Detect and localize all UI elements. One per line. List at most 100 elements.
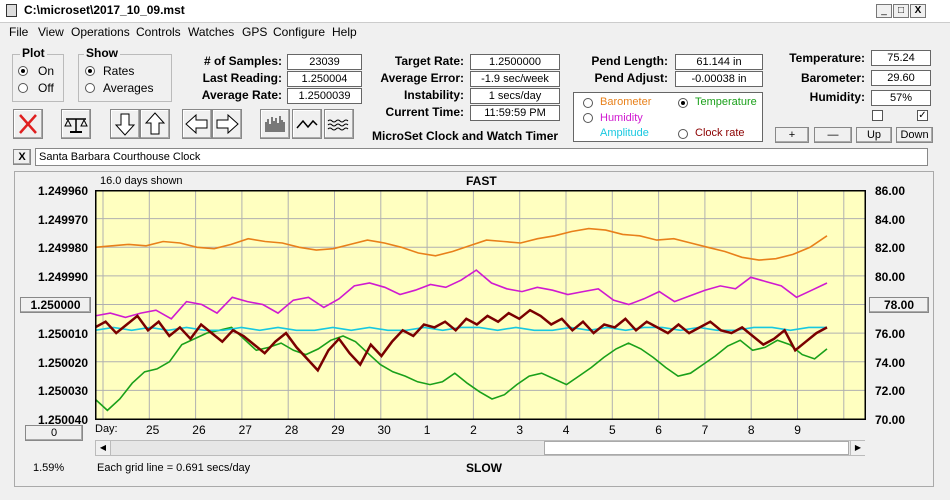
menu-help[interactable]: Help (332, 25, 357, 39)
plot-off-radio[interactable] (18, 83, 28, 93)
y-right-tick: 76.00 (875, 327, 906, 342)
x-tick: 4 (562, 423, 570, 437)
x-tick: 8 (747, 423, 755, 437)
window-title: C:\microset\2017_10_09.mst (24, 3, 185, 17)
day-label: Day: (95, 423, 118, 435)
menu-view[interactable]: View (38, 25, 64, 39)
noise-button[interactable] (324, 109, 354, 139)
bars-button[interactable] (260, 109, 290, 139)
plot-border (95, 190, 866, 420)
scroll-left-icon[interactable]: ◀ (96, 441, 111, 455)
y-left-tick: 1.249980 (37, 241, 88, 256)
fast-label: FAST (466, 174, 497, 188)
arrow-left-icon (185, 113, 208, 135)
legend-clock-rate-label: Clock rate (695, 127, 745, 139)
menu-gps[interactable]: GPS (242, 25, 268, 39)
legend-clock-rate-radio[interactable] (678, 129, 688, 139)
arrow-right-button[interactable] (212, 109, 242, 139)
menu-operations[interactable]: Operations (71, 25, 130, 39)
series-clock-rate (95, 308, 828, 373)
arrow-down-button[interactable] (110, 109, 140, 139)
menu-watches[interactable]: Watches (188, 25, 235, 39)
slow-label: SLOW (466, 461, 502, 475)
scroll-right-icon[interactable]: ▶ (850, 441, 865, 455)
chart-plot-area (95, 190, 866, 420)
y-left-tick: 1.250040 (37, 413, 88, 427)
barometer-value: 29.60 (871, 70, 931, 86)
maximize-button[interactable]: □ (893, 4, 909, 18)
down-button[interactable]: Down (896, 127, 933, 143)
legend-temperature-radio[interactable] (678, 98, 688, 108)
humidity-value: 57% (871, 90, 931, 106)
series-barometer (95, 227, 828, 261)
scroll-thumb[interactable] (544, 441, 849, 455)
show-rates-radio[interactable] (85, 66, 95, 76)
stop-button[interactable] (13, 109, 43, 139)
arrow-down-icon (114, 113, 136, 136)
x-tick: 29 (331, 423, 345, 437)
plot-on-radio[interactable] (18, 66, 28, 76)
samples-value: 23039 (287, 54, 362, 70)
legend-amplitude-label: Amplitude (600, 127, 649, 139)
minimize-button[interactable]: _ (876, 4, 892, 18)
instability-label: Instability: (403, 88, 464, 102)
x-tick: 9 (794, 423, 801, 437)
days-shown-label: 16.0 days shown (100, 175, 183, 187)
chart-scrollbar[interactable]: ◀ ▶ (95, 440, 865, 456)
pend-length-label: Pend Length: (591, 54, 668, 68)
balance-icon (64, 118, 88, 133)
legend-temperature-label: Temperature (695, 96, 757, 108)
right-checkbox[interactable]: ✓ (917, 110, 928, 121)
minus-button[interactable]: — (814, 127, 852, 143)
x-tick: 25 (146, 423, 160, 437)
app-icon (6, 4, 17, 17)
wave-button[interactable] (292, 109, 322, 139)
center-rate-button[interactable]: 1.250000 (20, 297, 91, 313)
zero-button[interactable]: 0 (25, 425, 83, 441)
average-error-value: -1.9 sec/week (470, 71, 560, 87)
temperature-label: Temperature: (789, 51, 865, 65)
series-legend: Barometer Temperature Humidity Amplitude… (573, 92, 763, 142)
show-rates-label: Rates (103, 64, 135, 78)
series-humidity (95, 269, 828, 320)
menu-controls[interactable]: Controls (136, 25, 181, 39)
x-tick: 6 (655, 423, 662, 437)
plot-off-label: Off (38, 81, 54, 95)
show-averages-radio[interactable] (85, 83, 95, 93)
y-left-tick: 1.249970 (37, 212, 88, 227)
x-tick: 7 (701, 423, 709, 437)
legend-humidity-radio[interactable] (583, 113, 593, 123)
temperature-value: 75.24 (871, 50, 931, 66)
center-temp-button[interactable]: 78.00 (869, 297, 929, 313)
arrow-left-button[interactable] (182, 109, 212, 139)
menu-configure[interactable]: Configure (273, 25, 326, 39)
wave-icon (296, 119, 318, 129)
y-right-tick: 72.00 (875, 384, 906, 399)
current-time-label: Current Time: (385, 105, 464, 119)
y-right-tick: 86.00 (875, 184, 906, 198)
description-clear-button[interactable]: X (13, 149, 31, 165)
stop-icon (19, 114, 37, 134)
bars-icon (265, 116, 285, 132)
y-left-tick: 1.249960 (37, 184, 88, 198)
balance-button[interactable] (61, 109, 91, 139)
legend-humidity-label: Humidity (600, 112, 643, 124)
x-tick: 30 (377, 423, 391, 437)
arrow-up-button[interactable] (140, 109, 170, 139)
instability-value: 1 secs/day (470, 88, 560, 104)
y-left-tick: 1.249990 (37, 269, 88, 284)
menu-file[interactable]: File (9, 25, 29, 39)
target-rate-value: 1.2500000 (470, 54, 560, 70)
plus-button[interactable]: + (775, 127, 809, 143)
up-button[interactable]: Up (856, 127, 892, 143)
radio-dot-icon (681, 101, 685, 105)
x-tick: 28 (284, 423, 299, 437)
legend-barometer-radio[interactable] (583, 98, 593, 108)
description-field[interactable]: Santa Barbara Courthouse Clock (35, 148, 928, 166)
legend-barometer-label: Barometer (600, 96, 652, 108)
left-checkbox[interactable] (872, 110, 883, 121)
y-right-tick: 84.00 (875, 212, 906, 227)
y-right-tick: 70.00 (875, 413, 906, 427)
close-button[interactable]: X (910, 4, 926, 18)
x-tick: 3 (516, 423, 524, 437)
